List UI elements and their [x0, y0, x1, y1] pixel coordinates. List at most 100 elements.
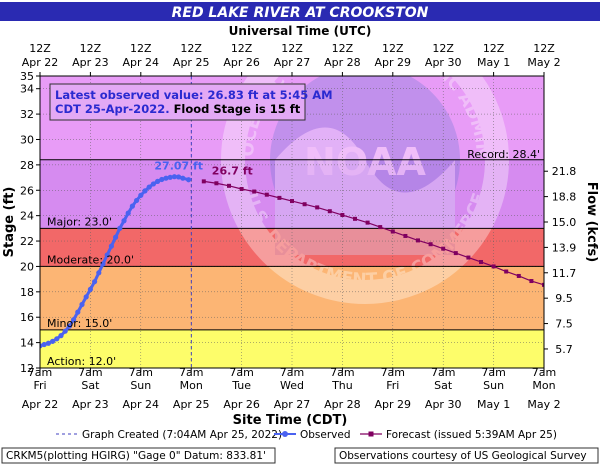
- forecast-point: [264, 192, 269, 197]
- forecast-point: [378, 225, 383, 230]
- peak-annotation-forecast: 26.7 ft: [212, 164, 253, 177]
- forecast-point: [252, 189, 257, 194]
- bottom-tick-day: Thu: [331, 379, 353, 392]
- top-tick-hour: 12Z: [180, 42, 202, 55]
- bottom-tick-date: Apr 28: [324, 398, 361, 411]
- observed-point: [129, 203, 135, 209]
- threshold-label-record: Record: 28.4': [467, 148, 540, 161]
- bottom-tick-date: Apr 22: [22, 398, 59, 411]
- top-tick-date: May 2: [527, 56, 560, 69]
- observed-point: [66, 323, 72, 329]
- forecast-point: [353, 216, 357, 221]
- forecast-point: [365, 220, 370, 225]
- footer-courtesy-box: [334, 447, 599, 464]
- footer-courtesy-text: Observations courtesy of US Geological S…: [339, 450, 587, 462]
- flow-tick-label: 11.7: [552, 267, 577, 280]
- y-tick-label: 34: [20, 83, 34, 96]
- forecast-point: [201, 179, 206, 184]
- bottom-tick-date: Apr 27: [274, 398, 311, 411]
- observed-point: [75, 309, 81, 315]
- bottom-tick-day: Mon: [180, 379, 203, 392]
- observed-point: [134, 197, 140, 204]
- latest-value-date: CDT 25-Apr-2022.: [55, 102, 170, 116]
- observed-point: [54, 336, 60, 342]
- top-tick-date: Apr 23: [72, 56, 109, 69]
- y-tick-label: 18: [20, 286, 34, 299]
- observed-point: [100, 261, 106, 267]
- observed-point: [117, 225, 123, 231]
- legend-observed-marker: [282, 431, 288, 437]
- observed-point: [96, 270, 102, 276]
- bottom-tick-date: Apr 29: [375, 398, 412, 411]
- top-tick-date: May 1: [477, 56, 510, 69]
- observed-point: [71, 317, 77, 323]
- top-tick-hour: 12Z: [533, 42, 555, 55]
- observed-point: [79, 301, 85, 308]
- forecast-point: [453, 251, 458, 256]
- y-tick-label: 24: [20, 210, 34, 223]
- y-tick-label: 12: [20, 362, 34, 375]
- top-tick-date: Apr 22: [22, 56, 59, 69]
- top-tick-hour: 12Z: [432, 42, 454, 55]
- top-tick-date: Apr 24: [123, 56, 160, 69]
- observed-point: [146, 184, 152, 190]
- forecast-point: [416, 238, 420, 243]
- y-tick-label: 14: [20, 337, 34, 350]
- observed-point: [125, 210, 131, 216]
- forecast-point: [315, 205, 320, 210]
- threshold-label-action: Action: 12.0': [47, 355, 116, 368]
- observed-point: [121, 218, 127, 224]
- y-axis-right-label: Flow (kcfs): [584, 182, 599, 262]
- observed-point: [41, 341, 47, 348]
- observed-point: [163, 175, 169, 181]
- bottom-tick-day: Wed: [280, 379, 304, 392]
- forecast-point: [542, 282, 544, 287]
- forecast-point: [428, 242, 433, 247]
- y-tick-label: 32: [20, 108, 34, 121]
- major-band: [40, 159, 544, 229]
- observed-point: [171, 174, 177, 180]
- threshold-label-moderate: Moderate: 20.0': [47, 253, 134, 266]
- observed-point: [87, 286, 93, 292]
- noaa-seal-center-text: NOAA: [304, 140, 426, 184]
- footer-station-text: CRKM5(plotting HGIRG) "Gage 0" Datum: 83…: [6, 450, 266, 462]
- y-tick-label: 16: [20, 311, 34, 324]
- forecast-point: [504, 269, 509, 274]
- forecast-point: [479, 259, 483, 264]
- observed-point: [155, 178, 161, 184]
- forecast-point: [302, 202, 307, 207]
- forecast-point: [441, 246, 446, 251]
- peak-annotation-observed: 27.07 ft: [154, 160, 203, 173]
- bottom-tick-date: May 1: [477, 398, 510, 411]
- y-tick-label: 35: [20, 70, 34, 83]
- flow-tick-label: 7.5: [555, 318, 573, 331]
- forecast-point: [491, 264, 496, 269]
- observed-point: [108, 243, 114, 249]
- top-tick-date: Apr 30: [425, 56, 462, 69]
- bottom-tick-date: May 2: [527, 398, 560, 411]
- legend-created-label: Graph Created (7:04AM Apr 25, 2022): [82, 429, 282, 441]
- flow-tick-label: 18.8: [552, 191, 577, 204]
- bottom-tick-time: 7am: [129, 366, 153, 379]
- observed-point: [159, 176, 165, 183]
- observed-point: [185, 177, 192, 183]
- footer-station-box: [1, 447, 276, 464]
- chart-title: RED LAKE RIVER AT CROOKSTON: [172, 5, 429, 21]
- forecast-point: [290, 199, 294, 204]
- forecast-point: [239, 186, 244, 191]
- top-tick-hour: 12Z: [231, 42, 253, 55]
- bottom-tick-date: Apr 23: [72, 398, 109, 411]
- x-axis-title: Site Time (CDT): [233, 413, 348, 428]
- observed-point: [50, 338, 56, 344]
- flow-tick-label: 15.0: [552, 216, 577, 229]
- flood-stage-text: Flood Stage is 15 ft: [174, 102, 301, 116]
- forecast-point: [529, 279, 534, 284]
- bottom-tick-time: 7am: [532, 366, 556, 379]
- forecast-point: [403, 233, 408, 238]
- title-bar: [0, 2, 600, 21]
- bottom-tick-day: Mon: [532, 379, 555, 392]
- legend-observed-label: Observed: [300, 429, 351, 441]
- bottom-tick-date: Apr 26: [223, 398, 260, 411]
- observed-point: [58, 333, 64, 339]
- forecast-point: [580, 297, 584, 301]
